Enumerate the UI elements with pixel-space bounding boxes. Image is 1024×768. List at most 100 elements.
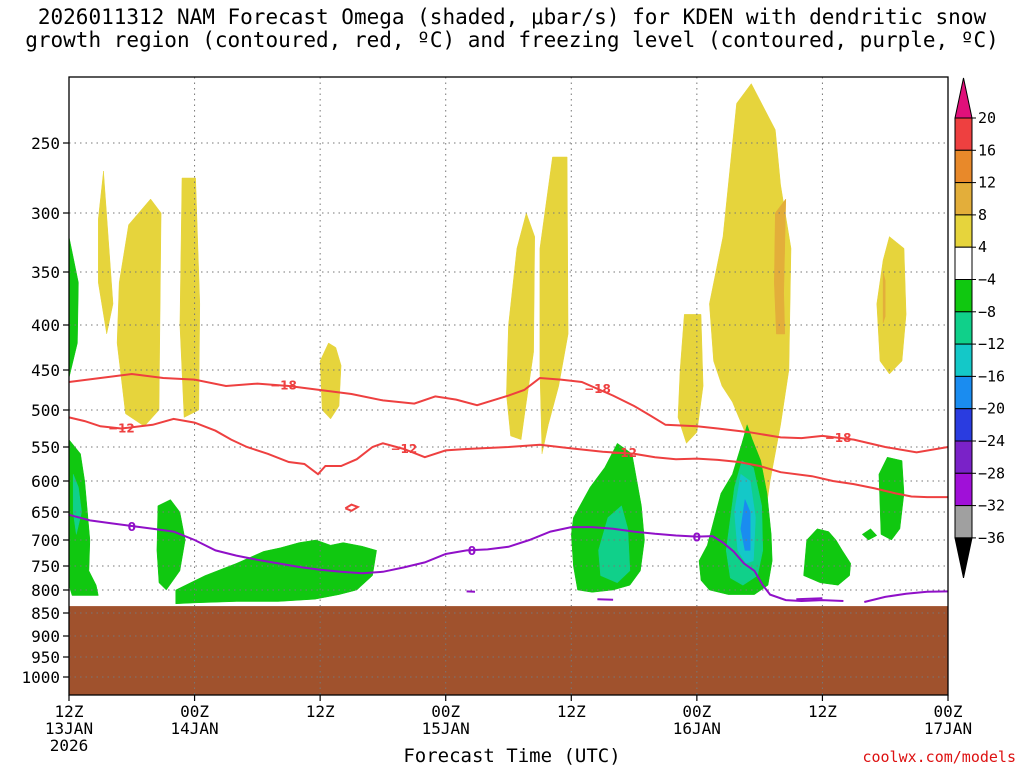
temperature-contour-label: −18 (825, 431, 852, 445)
colorbar-swatch (954, 472, 973, 507)
temperature-contour-line (68, 372, 949, 454)
freezing-level-contour: 0 0 0 (68, 513, 949, 603)
temperature-contour-line (68, 416, 948, 499)
omega-region (598, 505, 631, 584)
x-tick-label: 13JAN (45, 719, 93, 738)
temperature-contour-label: −18 (584, 382, 611, 396)
temperature-contour-label: −12 (610, 446, 637, 460)
freezing-level-fragment (796, 597, 823, 601)
colorbar-label: −20 (978, 400, 1005, 418)
colorbar-label: −36 (978, 529, 1005, 547)
omega-region (876, 236, 907, 375)
x-tick-label: 12Z (557, 702, 586, 721)
colorbar-swatch (954, 214, 973, 248)
colorbar-swatch (954, 440, 973, 474)
colorbar-label: 16 (978, 141, 996, 159)
y-tick-label: 850 (31, 604, 60, 623)
x-tick-label: 00Z (431, 702, 460, 721)
omega-shading-layer (68, 83, 907, 605)
x-tick-label: 00Z (180, 702, 209, 721)
y-tick-label: 600 (31, 472, 60, 491)
y-tick-label: 1000 (21, 668, 60, 687)
x-tick-label: 17JAN (924, 719, 972, 738)
omega-region (68, 236, 79, 379)
colorbar-swatch (954, 505, 973, 539)
title-line-1: 2026011312 NAM Forecast Omega (shaded, μ… (37, 5, 987, 29)
colorbar-label: −28 (978, 464, 1005, 482)
omega-region (68, 438, 99, 596)
omega-region (156, 499, 186, 591)
x-tick-label: 15JAN (422, 719, 470, 738)
freezing-level-label: 0 (128, 520, 136, 534)
omega-region (506, 212, 535, 440)
temperature-contour-label: −18 (270, 379, 297, 393)
x-tick-label: 2026 (50, 736, 89, 755)
colorbar-label: −16 (978, 367, 1005, 385)
y-tick-label: 500 (31, 401, 60, 420)
colorbar-bottom-arrow (954, 537, 973, 579)
omega-region (539, 156, 569, 454)
y-tick-label: 650 (31, 503, 60, 522)
x-tick-label: 12Z (306, 702, 335, 721)
colorbar-label: 4 (978, 238, 987, 256)
omega-region (179, 177, 201, 418)
colorbar-top-arrow (954, 77, 973, 119)
colorbar-label: 8 (978, 206, 987, 224)
y-tick-label: 900 (31, 627, 60, 646)
colorbar-swatch (954, 182, 973, 216)
omega-region (774, 198, 787, 335)
colorbar-label: −24 (978, 432, 1005, 450)
omega-region (803, 528, 851, 586)
freezing-level-label: 0 (693, 531, 701, 545)
omega-region (861, 528, 878, 541)
omega-region (709, 83, 792, 511)
credit-text: coolwx.com/models (862, 748, 1016, 766)
omega-region (319, 342, 342, 420)
omega-region (882, 271, 886, 323)
colorbar-swatch (954, 408, 973, 442)
omega-region (72, 474, 82, 535)
y-tick-label: 950 (31, 648, 60, 667)
omega-region (878, 456, 905, 541)
freezing-level-line (68, 513, 844, 603)
x-tick-label: 12Z (808, 702, 837, 721)
y-tick-label: 800 (31, 581, 60, 600)
title-line-2: growth region (contoured, red, ºC) and f… (25, 28, 999, 52)
x-tick-label: 16JAN (673, 719, 721, 738)
colorbar-swatch (954, 149, 973, 184)
omega-region (175, 539, 377, 605)
colorbar-swatch (954, 279, 973, 313)
y-tick-label: 250 (31, 134, 60, 153)
colorbar-swatch (954, 311, 973, 345)
omega-region (98, 170, 114, 335)
temperature-contour-label: −12 (108, 422, 135, 436)
y-axis: 250 300 350 400 450 500 550 600 650 700 750 800 850 9… (21, 134, 69, 687)
temperature-contour-label: −12 (390, 442, 417, 456)
colorbar: 20 16 12 8 4 −4 −8 −12 −16 −20 −24 −28 −32 −36 (954, 77, 1005, 579)
chart-title: 2026011312 NAM Forecast Omega (shaded, μ… (0, 6, 1024, 52)
omega-region (116, 198, 162, 427)
y-tick-label: 300 (31, 204, 60, 223)
y-tick-label: 400 (31, 316, 60, 335)
temperature-contours: −18 −18 −18 −12 −12 −12 (68, 372, 949, 512)
freezing-level-fragment (597, 598, 614, 601)
freezing-level-label: 0 (468, 544, 476, 558)
x-axis-label: Forecast Time (UTC) (403, 745, 621, 767)
colorbar-label: 20 (978, 109, 996, 127)
plot-frame (68, 76, 949, 696)
temperature-contour-line (344, 503, 361, 512)
freezing-level-fragment (864, 590, 949, 603)
colorbar-swatch (954, 246, 973, 280)
x-tick-label: 12Z (55, 702, 84, 721)
colorbar-swatch (954, 117, 973, 151)
colorbar-label: 12 (978, 174, 996, 192)
colorbar-swatch (954, 375, 973, 410)
colorbar-label: −32 (978, 497, 1005, 515)
omega-region (740, 498, 751, 551)
colorbar-swatch (954, 343, 973, 377)
y-tick-label: 550 (31, 438, 60, 457)
omega-region (677, 314, 704, 444)
colorbar-label: −12 (978, 335, 1005, 353)
